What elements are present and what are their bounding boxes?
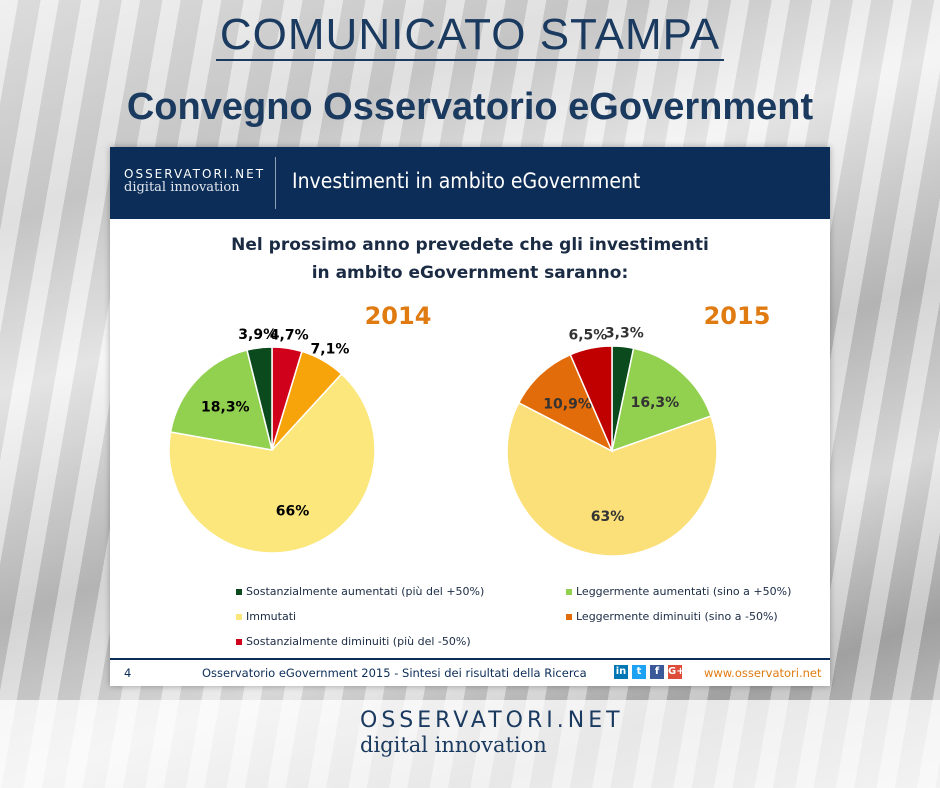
data-label: 3,3%	[605, 326, 644, 342]
legend-item: Immutati	[236, 610, 296, 623]
data-label: 6,5%	[568, 327, 607, 343]
page-number: 4	[124, 666, 132, 680]
osservatori-logo: OSSERVATORI.NET digital innovation	[124, 167, 266, 195]
pie-charts: 2014 4,7%7,1% 66% 18,3% 3,9% 2015 3,3% 16,3% 63%…	[168, 302, 771, 557]
data-label: 16,3%	[631, 395, 680, 411]
slide-header: OSSERVATORI.NET digital innovation Inves…	[110, 147, 830, 219]
linkedin-icon[interactable]: in	[614, 665, 628, 679]
legend-item: Leggermente diminuiti (sino a -50%)	[566, 610, 778, 623]
legend-label: Sostanzialmente diminuiti (più del -50%)	[246, 635, 471, 648]
data-label: 18,3%	[201, 399, 250, 415]
legend-item: Leggermente aumentati (sino a +50%)	[566, 585, 791, 598]
legend-label: Leggermente aumentati (sino a +50%)	[576, 585, 792, 598]
pie-slice	[610, 347, 712, 453]
legend-label: Sostanzialmente aumentati (più del +50%)	[246, 585, 485, 598]
pie-slice	[569, 345, 613, 452]
legend-item: Sostanzialmente diminuiti (più del -50%)	[236, 635, 471, 648]
data-label: 3,9%	[238, 327, 277, 343]
pie-slice	[506, 401, 718, 557]
legend-label: Immutati	[246, 610, 297, 623]
slide-footer: 4 Osservatorio eGovernment 2015 - Sintes…	[110, 658, 830, 686]
data-label: 10,9%	[543, 396, 592, 412]
pie-slice	[517, 353, 614, 453]
pie-title: 2015	[704, 302, 771, 330]
pie-slice	[169, 349, 274, 451]
footer-text: Osservatorio eGovernment 2015 - Sintesi …	[202, 666, 587, 680]
pie-slice	[246, 346, 273, 451]
legend-swatch	[236, 589, 242, 595]
data-label: 66%	[276, 503, 310, 519]
page-title: Convegno Osservatorio eGovernment	[126, 86, 814, 128]
website-link[interactable]: www.osservatori.net	[704, 666, 822, 680]
legend-label: Leggermente diminuiti (sino a -50%)	[576, 610, 778, 623]
slide: OSSERVATORI.NET digital innovation Inves…	[110, 147, 830, 686]
legend-swatch	[236, 614, 242, 620]
google-plus-icon[interactable]: G+	[668, 665, 685, 679]
data-label: 63%	[591, 509, 625, 525]
pie-slice	[168, 372, 376, 554]
legend-swatch	[236, 639, 242, 645]
data-label: 7,1%	[311, 341, 350, 357]
slide-title: Investimenti in ambito eGovernment	[292, 169, 641, 193]
divider	[275, 157, 276, 209]
press-release-label: COMUNICATO STAMPA	[0, 10, 940, 61]
legend-item: Sostanzialmente aumentati (più del +50%)	[236, 585, 484, 598]
bottom-logo: OSSERVATORI.NET digital innovation	[360, 708, 624, 757]
bottom-band	[0, 700, 940, 788]
legend-swatch	[566, 589, 572, 595]
twitter-icon[interactable]: t	[632, 665, 646, 679]
pie-title: 2014	[365, 302, 432, 330]
facebook-icon[interactable]: f	[650, 665, 664, 679]
data-label: 4,7%	[270, 327, 309, 343]
legend-swatch	[566, 614, 572, 620]
question: Nel prossimo anno prevedete che gli inve…	[231, 235, 709, 283]
